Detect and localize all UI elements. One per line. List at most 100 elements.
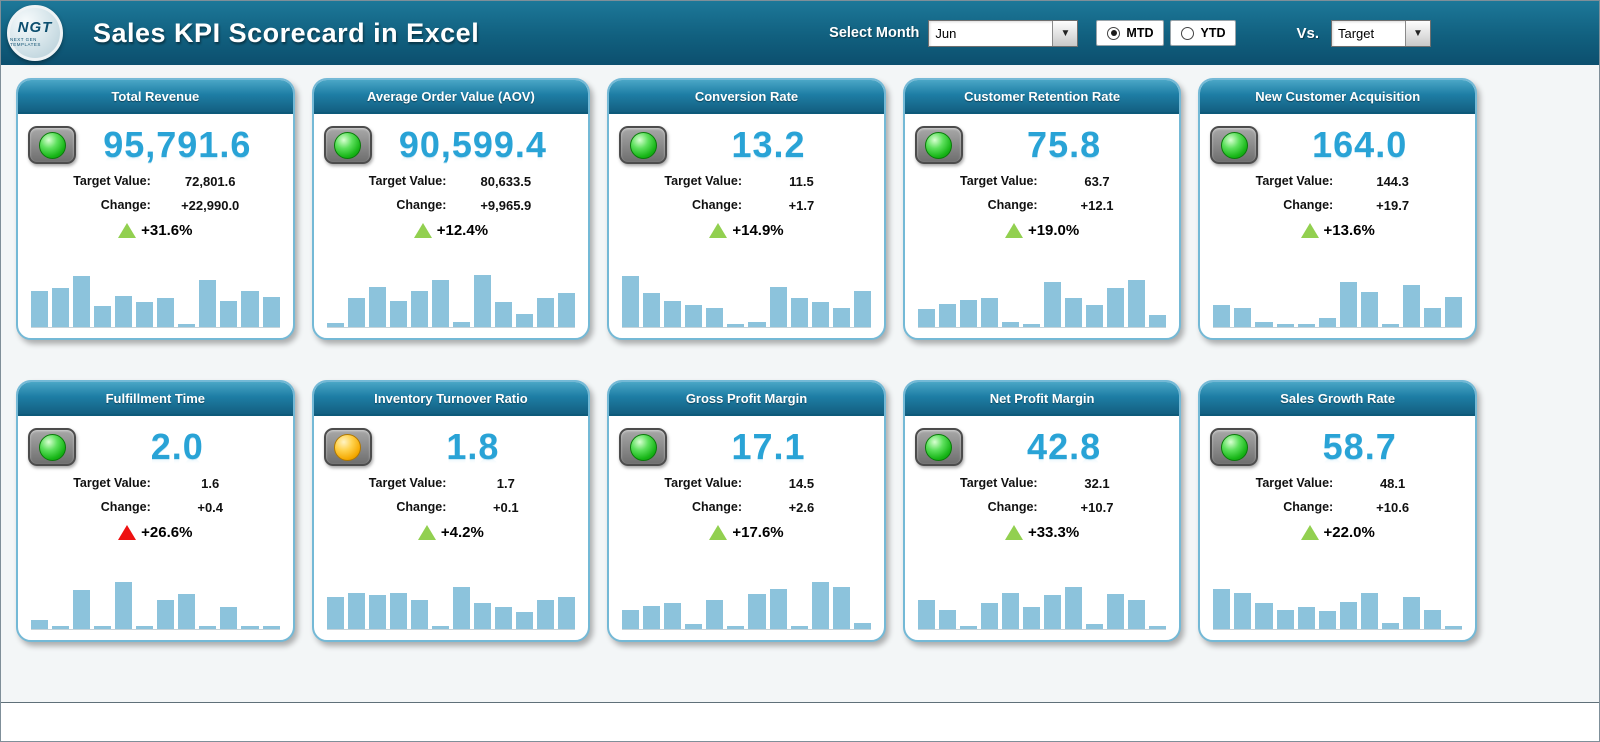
target-value: 1.6 [201, 476, 220, 491]
kpi-card: New Customer Acquisition 164.0 Target Va… [1198, 78, 1477, 340]
trend-row: +31.6% [18, 222, 293, 239]
target-value: 14.5 [788, 476, 815, 491]
target-row: Target Value: 1.6 [18, 476, 293, 492]
bar [917, 600, 935, 629]
target-row: Target Value: 144.3 [1200, 174, 1475, 190]
mini-bar-chart [622, 262, 871, 328]
bar [1360, 291, 1378, 327]
status-lamp [1220, 131, 1248, 159]
bar [347, 297, 365, 327]
bar [262, 297, 280, 327]
bar [389, 593, 407, 629]
kpi-value: 1.8 [446, 426, 500, 467]
bar [1423, 307, 1441, 327]
bar [1086, 304, 1104, 327]
bar [1023, 323, 1041, 327]
change-value: +10.6 [1376, 500, 1410, 516]
bar [1381, 323, 1399, 327]
bar [811, 582, 829, 629]
target-label: Target Value: [664, 174, 742, 188]
kpi-card-title: Total Revenue [18, 80, 293, 114]
bar [262, 626, 280, 629]
bar [790, 297, 808, 327]
change-row: Change: +2.6 [609, 500, 884, 516]
radio-selected-icon [1107, 26, 1121, 40]
bar [199, 280, 217, 327]
target-label: Target Value: [73, 476, 151, 490]
kpi-card: Fulfillment Time 2.0 Target Value: 1.6 C… [16, 380, 295, 642]
mini-bar-chart [31, 564, 280, 630]
bar [811, 302, 829, 327]
trend-row: +33.3% [905, 524, 1180, 541]
header-controls: Select Month Jun ▼ MTD YTD Vs. Target ▼ [829, 19, 1431, 47]
kpi-value: 58.7 [1322, 426, 1397, 467]
target-value: 11.5 [789, 174, 814, 189]
mtd-radio[interactable]: MTD [1096, 20, 1165, 46]
trend-row: +12.4% [314, 222, 589, 239]
change-label: Change: [1283, 500, 1334, 515]
kpi-card-top: 90,599.4 [314, 114, 589, 166]
radio-unselected-icon [1181, 26, 1195, 40]
change-row: Change: +10.6 [1200, 500, 1475, 516]
bar [1402, 596, 1420, 629]
bar [1276, 609, 1294, 629]
bar [853, 291, 871, 327]
change-row: Change: +9,965.9 [314, 198, 589, 214]
bar [389, 301, 407, 327]
bar [980, 603, 998, 629]
mini-bar-chart [917, 262, 1167, 328]
kpi-card-top: 75.8 [905, 114, 1180, 166]
kpi-card: Gross Profit Margin 17.1 Target Value: 1… [607, 380, 886, 642]
chevron-down-icon[interactable]: ▼ [1052, 20, 1078, 46]
bar [1044, 281, 1062, 327]
trend-row: +14.9% [609, 222, 884, 239]
chevron-down-icon[interactable]: ▼ [1405, 20, 1430, 46]
month-dropdown-value: Jun [935, 25, 957, 41]
trend-percent: +13.6% [1323, 221, 1375, 239]
target-label: Target Value: [1255, 476, 1334, 490]
mini-bar-chart [1213, 564, 1462, 630]
mini-bar-chart [622, 564, 871, 630]
trend-triangle [1004, 524, 1023, 540]
month-dropdown[interactable]: Jun ▼ [928, 19, 1079, 47]
status-indicator [323, 126, 372, 164]
trend-percent: +19.0% [1027, 221, 1080, 239]
trend-triangle [1004, 222, 1023, 238]
status-indicator [1210, 126, 1259, 164]
ytd-radio[interactable]: YTD [1170, 20, 1237, 46]
target-value: 80,633.5 [480, 174, 532, 189]
mini-bar-chart [1213, 262, 1462, 328]
bar [94, 306, 112, 327]
kpi-value: 164.0 [1312, 124, 1408, 165]
kpi-card-title: Fulfillment Time [18, 382, 293, 416]
bar [136, 626, 154, 629]
bar [748, 593, 766, 629]
bar [1149, 315, 1167, 327]
status-lamp [925, 131, 953, 159]
kpi-card-title: New Customer Acquisition [1200, 80, 1475, 114]
trend-row: +17.6% [609, 524, 884, 541]
change-label: Change: [100, 198, 151, 213]
trend-row: +13.6% [1200, 222, 1475, 239]
bar [558, 293, 576, 327]
bar [516, 314, 534, 327]
vs-dropdown[interactable]: Target ▼ [1331, 19, 1431, 47]
target-value: 32.1 [1084, 476, 1110, 491]
bar [917, 308, 935, 327]
bar [452, 321, 470, 327]
kpi-value: 90,599.4 [398, 124, 547, 165]
status-lamp [38, 131, 66, 159]
kpi-card: Sales Growth Rate 58.7 Target Value: 48.… [1198, 380, 1477, 642]
kpi-value: 95,791.6 [103, 124, 252, 165]
select-month-label: Select Month [829, 25, 920, 41]
kpi-card-title: Average Order Value (AOV) [313, 80, 589, 114]
kpi-card-top: 17.1 [609, 416, 884, 468]
bar [558, 596, 576, 629]
trend-triangle [709, 222, 728, 238]
trend-percent: +26.6% [141, 523, 193, 541]
bar [136, 302, 154, 327]
bar [157, 600, 175, 629]
bar [94, 626, 112, 629]
bar [1234, 593, 1252, 629]
status-lamp [629, 131, 657, 159]
